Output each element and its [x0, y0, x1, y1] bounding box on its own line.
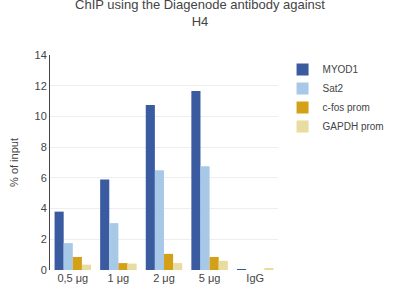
svg-text:14: 14 [35, 49, 47, 61]
svg-text:5 μg: 5 μg [199, 272, 221, 284]
svg-text:1 μg: 1 μg [108, 272, 130, 284]
svg-text:Sat2: Sat2 [323, 83, 344, 94]
svg-text:MYOD1: MYOD1 [323, 64, 359, 75]
svg-text:IgG: IgG [246, 272, 264, 284]
svg-text:8: 8 [41, 141, 47, 153]
svg-text:% of input: % of input [8, 138, 20, 187]
svg-text:2: 2 [41, 233, 47, 245]
svg-text:4: 4 [41, 202, 47, 214]
svg-text:0,5 μg: 0,5 μg [57, 272, 88, 284]
svg-text:6: 6 [41, 172, 47, 184]
svg-text:c-fos prom: c-fos prom [323, 102, 370, 113]
svg-text:2 μg: 2 μg [153, 272, 175, 284]
svg-text:GAPDH prom: GAPDH prom [323, 121, 384, 132]
svg-text:ChIP using the Diagenode antib: ChIP using the Diagenode antibody agains… [75, 0, 325, 29]
svg-text:12: 12 [35, 80, 47, 92]
svg-text:10: 10 [35, 110, 47, 122]
svg-text:0: 0 [41, 264, 47, 276]
